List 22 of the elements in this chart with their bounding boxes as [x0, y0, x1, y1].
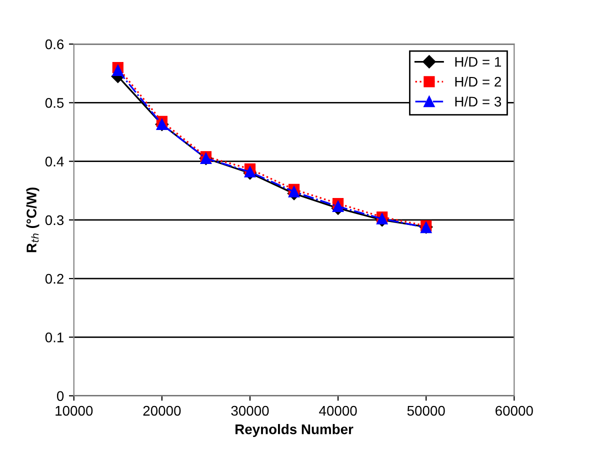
point — [112, 64, 124, 76]
x-tick-label: 40000 — [319, 406, 357, 416]
x-tick-label: 10000 — [56, 406, 93, 416]
x-tick-label: 60000 — [496, 406, 533, 416]
y-tick-label: 0.3 — [45, 215, 64, 226]
legend-label: H/D = 2 — [455, 76, 501, 87]
y-tick-label: 0.5 — [45, 98, 64, 108]
point — [332, 200, 344, 212]
y-axis-title: R$_{th}$ (°C/W) — [26, 188, 40, 252]
y-tick-label: 0.2 — [45, 274, 64, 284]
y-tick-label: 0 — [56, 391, 64, 401]
x-axis-title: Reynolds Number — [236, 424, 354, 437]
point — [244, 166, 256, 178]
point — [288, 186, 300, 198]
legend-label: H/D = 1 — [455, 56, 501, 67]
x-tick-label: 20000 — [143, 406, 181, 416]
x-tick-label: 50000 — [407, 406, 445, 416]
y-tick-label: 0.6 — [45, 39, 64, 50]
x-tick-label: 30000 — [231, 406, 269, 416]
y-tick-label: 0.1 — [45, 332, 64, 342]
y-tick-label: 0.4 — [45, 156, 64, 166]
legend-label: H/D = 3 — [455, 96, 502, 107]
